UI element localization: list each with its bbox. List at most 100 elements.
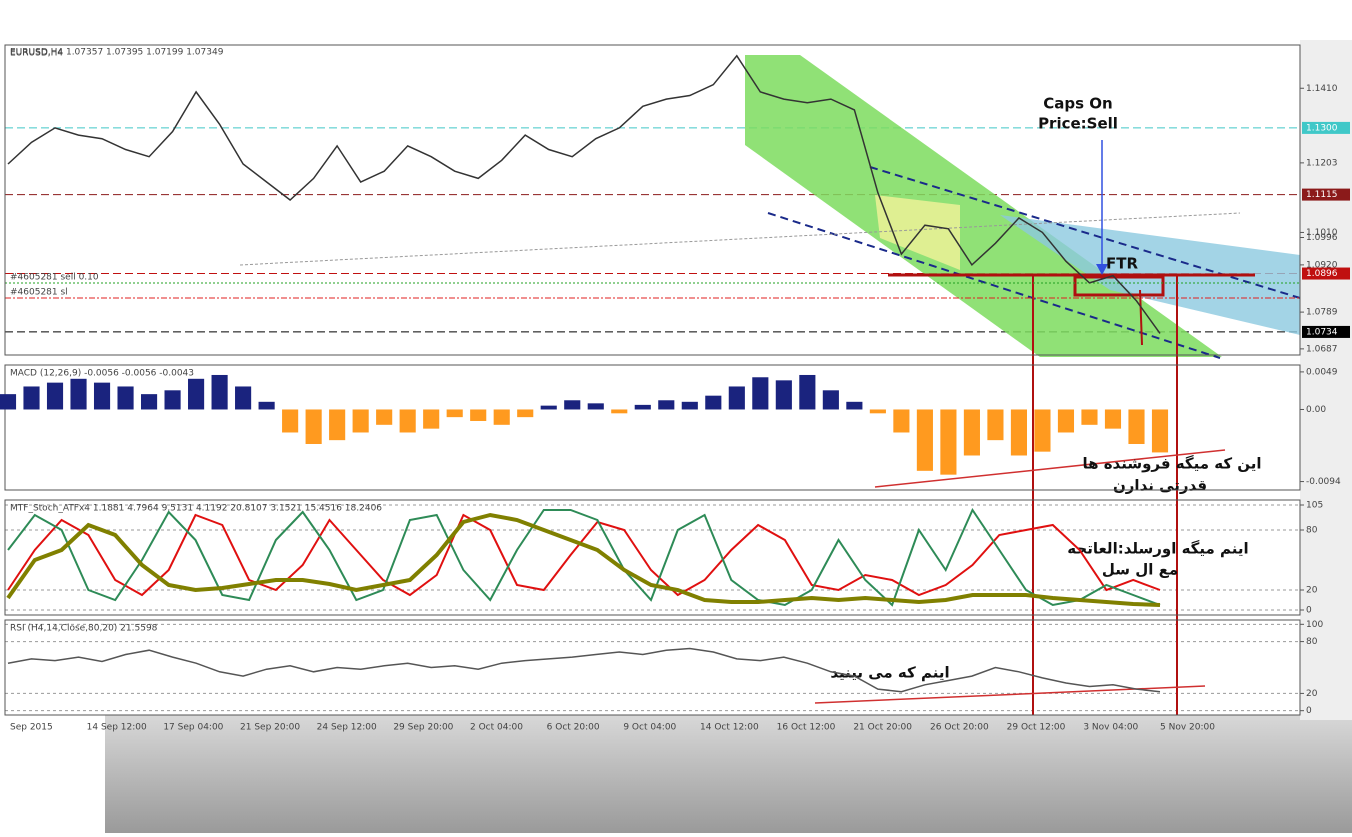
macd-trend bbox=[874, 449, 1226, 488]
histogram-bar bbox=[0, 394, 17, 410]
level-label: 1.0734 bbox=[1306, 327, 1338, 337]
y-tick-label: 1.1010 bbox=[1306, 228, 1338, 238]
histogram-bar bbox=[376, 409, 393, 425]
y-tick-label: 1.0687 bbox=[1306, 344, 1338, 354]
level-label: 1.0896 bbox=[1306, 269, 1338, 279]
histogram-bar bbox=[493, 409, 510, 425]
drop-line bbox=[1139, 289, 1143, 346]
x-tick-label: 14 Sep 12:00 bbox=[87, 723, 147, 733]
data-line bbox=[6, 512, 1161, 607]
x-tick-label: 21 Oct 20:00 bbox=[853, 723, 912, 733]
background-photo bbox=[105, 715, 1352, 833]
histogram-bar bbox=[611, 409, 628, 414]
y-tick-label: -0.0094 bbox=[1306, 477, 1341, 487]
histogram-bar bbox=[799, 374, 816, 410]
histogram-bar bbox=[517, 409, 534, 418]
histogram-bar bbox=[1057, 409, 1075, 433]
histogram-bar bbox=[423, 409, 440, 429]
y-tick-label: 0 bbox=[1306, 706, 1312, 716]
y-tick-label: 80 bbox=[1306, 637, 1318, 647]
order-label: #4605281 sl bbox=[10, 288, 68, 298]
x-tick-label: 14 Oct 12:00 bbox=[700, 723, 759, 733]
histogram-bar bbox=[540, 405, 557, 410]
x-tick-label: 24 Sep 12:00 bbox=[317, 723, 377, 733]
annotation: اینم میگه اورسلد:العاتحه bbox=[1067, 540, 1248, 558]
histogram-bar bbox=[728, 386, 745, 410]
y-tick-label: 105 bbox=[1306, 501, 1323, 511]
data-line bbox=[7, 507, 1161, 607]
x-tick-label: Sep 2015 bbox=[10, 723, 53, 733]
histogram-bar bbox=[70, 378, 87, 410]
histogram-bar bbox=[164, 390, 181, 410]
side-bg bbox=[1300, 40, 1352, 720]
histogram-bar bbox=[329, 409, 346, 441]
annotation: FTR bbox=[1106, 255, 1138, 273]
order-label: #4605281 sell 0.10 bbox=[10, 273, 99, 283]
y-tick-label: 80 bbox=[1306, 526, 1318, 536]
histogram-bar bbox=[846, 401, 863, 410]
histogram-bar bbox=[1034, 409, 1051, 452]
x-tick-label: 3 Nov 04:00 bbox=[1083, 723, 1138, 733]
rsi-trend bbox=[814, 685, 1206, 704]
x-tick-label: 6 Oct 20:00 bbox=[547, 723, 600, 733]
histogram-bar bbox=[1151, 409, 1169, 453]
y-tick-label: 20 bbox=[1306, 689, 1318, 699]
y-tick-label: 1.1203 bbox=[1306, 158, 1338, 168]
panel-title: RSI (H4,14,Close,80,20) 21.5598 bbox=[10, 624, 158, 634]
y-tick-label: 1.0996 bbox=[1306, 233, 1338, 243]
histogram-bar bbox=[23, 386, 40, 410]
annotation: این که میگه فروشنده ها bbox=[1082, 455, 1261, 473]
histogram-bar bbox=[235, 386, 252, 410]
histogram-bar bbox=[305, 409, 322, 444]
histogram-bar bbox=[893, 409, 910, 433]
histogram-bar bbox=[46, 382, 64, 410]
ftr-box bbox=[1073, 275, 1165, 297]
histogram-bar bbox=[634, 404, 651, 410]
histogram-bar bbox=[658, 400, 675, 410]
annotation: Price:Sell bbox=[1038, 115, 1118, 133]
annotation: اینم که می بینید bbox=[830, 664, 949, 682]
trend-line bbox=[767, 212, 1221, 359]
panel-frame bbox=[4, 499, 1301, 616]
histogram-bar bbox=[211, 374, 228, 410]
histogram-bar bbox=[916, 409, 933, 471]
histogram-bar bbox=[752, 377, 769, 410]
panel-frame bbox=[4, 364, 1301, 491]
x-tick-label: 5 Nov 20:00 bbox=[1160, 723, 1215, 733]
y-tick-label: 1.1410 bbox=[1306, 84, 1338, 94]
trend-line bbox=[869, 166, 1301, 299]
level-tag bbox=[1302, 325, 1350, 338]
x-tick-label: 21 Sep 20:00 bbox=[240, 723, 300, 733]
histogram-bar bbox=[399, 409, 416, 433]
level-tag bbox=[1302, 121, 1350, 134]
panel-title: MACD (12,26,9) -0.0056 -0.0056 -0.0043 bbox=[10, 369, 194, 379]
histogram-bar bbox=[446, 409, 463, 418]
histogram-bar bbox=[258, 401, 275, 410]
trend-line bbox=[239, 212, 1241, 266]
histogram-bar bbox=[93, 382, 111, 410]
histogram-bar bbox=[940, 409, 957, 475]
histogram-bar bbox=[564, 400, 581, 410]
x-tick-label: 16 Oct 12:00 bbox=[777, 723, 836, 733]
panel-title: EURUSD,H4 bbox=[10, 49, 63, 59]
panel-title: MTF_Stoch_ATFx4 1.1881 4.7964 9.5131 4.1… bbox=[10, 504, 382, 514]
histogram-bar bbox=[140, 394, 158, 410]
x-tick-label: 17 Sep 04:00 bbox=[163, 723, 223, 733]
histogram-bar bbox=[705, 395, 722, 410]
histogram-bar bbox=[1081, 409, 1098, 425]
level-tag bbox=[1302, 267, 1350, 280]
histogram-bar bbox=[775, 380, 792, 410]
level-tag bbox=[1302, 188, 1350, 201]
x-tick-label: 9 Oct 04:00 bbox=[623, 723, 676, 733]
y-tick-label: 0.0049 bbox=[1306, 367, 1338, 377]
x-tick-label: 29 Sep 20:00 bbox=[393, 723, 453, 733]
histogram-bar bbox=[822, 390, 839, 410]
y-tick-label: 20 bbox=[1306, 586, 1318, 596]
data-line bbox=[7, 513, 1161, 597]
histogram-bar bbox=[188, 378, 205, 410]
histogram-bar bbox=[1104, 409, 1122, 429]
histogram-bar bbox=[117, 386, 134, 410]
level-label: 1.1300 bbox=[1306, 123, 1338, 133]
histogram-bar bbox=[681, 401, 698, 410]
